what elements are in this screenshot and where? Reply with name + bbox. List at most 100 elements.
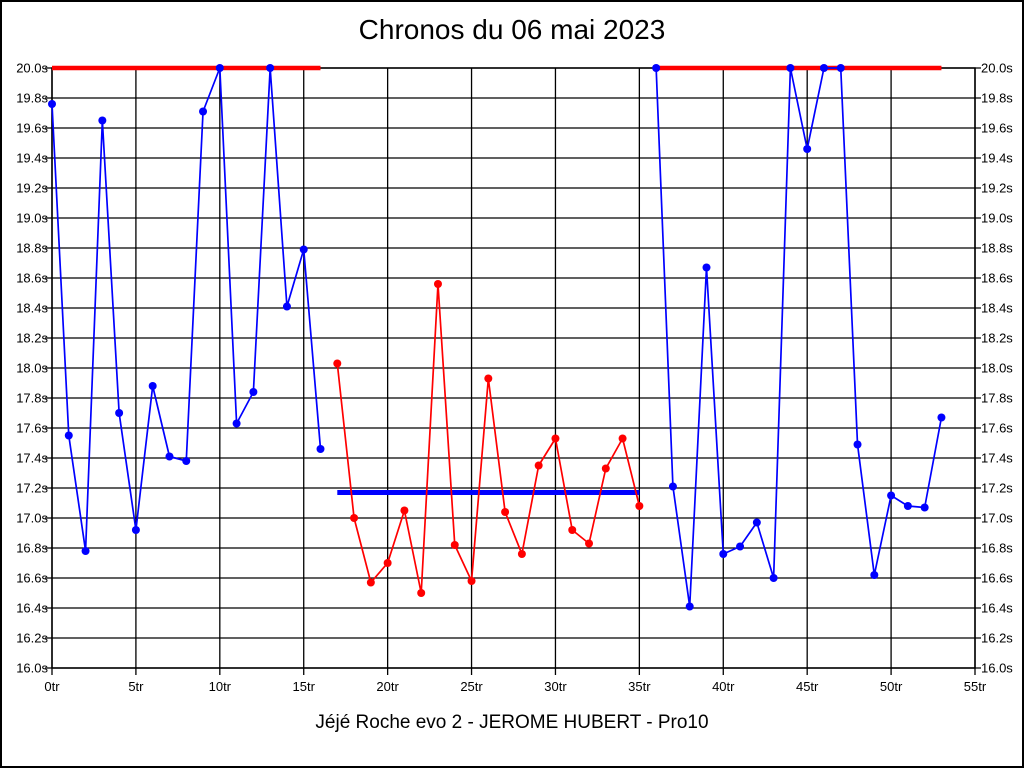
x-axis-label: 30tr bbox=[544, 679, 567, 694]
red-stint-point bbox=[635, 502, 644, 510]
y-axis-label-right: 17.6s bbox=[981, 421, 1013, 436]
y-axis-label-right: 18.0s bbox=[981, 361, 1013, 376]
blue-stint-1-point bbox=[64, 431, 73, 440]
y-axis-label-right: 18.6s bbox=[981, 271, 1013, 286]
y-axis-label-left: 18.0s bbox=[16, 361, 48, 376]
y-axis-label-right: 17.4s bbox=[981, 451, 1013, 466]
y-axis-label-right: 18.4s bbox=[981, 301, 1013, 316]
y-axis-label-right: 16.2s bbox=[981, 631, 1013, 646]
blue-stint-1-point bbox=[81, 547, 90, 555]
y-axis-label-left: 18.8s bbox=[16, 241, 48, 256]
blue-stint-2-point bbox=[652, 64, 661, 72]
red-stint-point bbox=[568, 526, 577, 534]
blue-stint-1-point bbox=[266, 64, 275, 72]
blue-stint-2-point bbox=[903, 502, 912, 510]
x-axis-label: 10tr bbox=[209, 679, 232, 694]
x-axis-label: 25tr bbox=[460, 679, 483, 694]
chart-title: Chronos du 06 mai 2023 bbox=[358, 14, 666, 45]
x-axis-label: 20tr bbox=[376, 679, 399, 694]
red-stint-point bbox=[501, 508, 510, 516]
red-stint-point bbox=[585, 539, 594, 548]
y-axis-label-left: 17.8s bbox=[16, 391, 48, 406]
blue-stint-2-line bbox=[655, 67, 943, 608]
y-axis-label-right: 17.2s bbox=[981, 481, 1013, 496]
blue-stint-2-point bbox=[668, 482, 677, 491]
blue-stint-1-point bbox=[48, 100, 56, 108]
chart-caption: Jéjé Roche evo 2 - JEROME HUBERT - Pro10 bbox=[315, 712, 709, 733]
blue-stint-2-point bbox=[836, 64, 845, 72]
y-axis-label-left: 17.2s bbox=[16, 481, 48, 496]
red-stint-point bbox=[333, 359, 342, 368]
y-axis-label-right: 19.8s bbox=[981, 91, 1013, 106]
y-axis-label-left: 16.4s bbox=[16, 601, 48, 616]
red-stint-point bbox=[400, 506, 409, 515]
blue-stint-1-point bbox=[249, 388, 258, 396]
y-axis-label-right: 18.2s bbox=[981, 331, 1013, 346]
red-stint-point bbox=[450, 541, 459, 549]
red-stint-point bbox=[433, 280, 442, 288]
x-axis-label: 0tr bbox=[44, 679, 60, 694]
y-axis-label-left: 16.2s bbox=[16, 631, 48, 646]
y-axis-label-left: 19.0s bbox=[16, 211, 48, 226]
red-stint-point bbox=[366, 578, 375, 587]
y-axis-label-left: 18.2s bbox=[16, 331, 48, 346]
x-axis-label: 55tr bbox=[964, 679, 987, 694]
y-axis-label-right: 20.0s bbox=[981, 61, 1013, 76]
y-axis-label-left: 18.4s bbox=[16, 301, 48, 316]
blue-stint-1-point bbox=[148, 382, 157, 390]
y-axis-label-left: 17.0s bbox=[16, 511, 48, 526]
y-axis-label-right: 16.4s bbox=[981, 601, 1013, 616]
x-axis-label: 15tr bbox=[293, 679, 316, 694]
y-axis-label-left: 19.6s bbox=[16, 121, 48, 136]
y-axis-label-right: 19.2s bbox=[981, 181, 1013, 196]
red-stint-point bbox=[417, 589, 426, 597]
y-axis-label-left: 18.6s bbox=[16, 271, 48, 286]
y-axis-label-left: 16.0s bbox=[16, 661, 48, 676]
y-axis-label-right: 16.0s bbox=[981, 661, 1013, 676]
x-axis-label: 50tr bbox=[880, 679, 903, 694]
blue-stint-2-point bbox=[937, 413, 946, 422]
red-stint-point bbox=[601, 464, 610, 473]
y-axis-label-left: 19.4s bbox=[16, 151, 48, 166]
x-axis-label: 35tr bbox=[628, 679, 651, 694]
x-axis-label: 5tr bbox=[128, 679, 144, 694]
blue-stint-2-point bbox=[685, 602, 694, 611]
y-axis-label-right: 17.8s bbox=[981, 391, 1013, 406]
blue-stint-2-point bbox=[819, 64, 828, 72]
blue-stint-2-point bbox=[702, 263, 711, 272]
y-axis-label-right: 19.6s bbox=[981, 121, 1013, 136]
blue-stint-1-point bbox=[165, 452, 174, 461]
y-axis-label-left: 17.4s bbox=[16, 451, 48, 466]
blue-stint-1-point bbox=[131, 526, 140, 534]
blue-stint-2-point bbox=[853, 440, 862, 449]
blue-stint-1-point bbox=[182, 457, 191, 465]
blue-stint-2-point bbox=[870, 571, 879, 579]
y-axis-label-left: 19.2s bbox=[16, 181, 48, 196]
blue-stint-2-point bbox=[736, 542, 745, 551]
y-axis-label-right: 17.0s bbox=[981, 511, 1013, 526]
blue-stint-1-point bbox=[98, 116, 107, 125]
blue-stint-1-point bbox=[232, 419, 241, 428]
red-stint-point bbox=[484, 374, 493, 383]
blue-stint-2-point bbox=[920, 503, 929, 512]
plot-border bbox=[51, 67, 976, 669]
red-stint-point bbox=[534, 461, 543, 470]
blue-stint-2-point bbox=[752, 518, 761, 527]
y-axis-label-right: 16.8s bbox=[981, 541, 1013, 556]
red-stint-point bbox=[350, 514, 359, 522]
red-stint-line bbox=[336, 283, 641, 594]
y-axis-label-left: 20.0s bbox=[16, 61, 48, 76]
blue-stint-1-point bbox=[199, 107, 208, 116]
x-axis-label: 40tr bbox=[712, 679, 735, 694]
red-stint-point bbox=[383, 559, 392, 567]
blue-stint-2-point bbox=[887, 491, 896, 500]
blue-stint-1-point bbox=[215, 64, 224, 72]
y-axis-label-left: 19.8s bbox=[16, 91, 48, 106]
blue-stint-2-point bbox=[719, 550, 728, 558]
blue-stint-1-point bbox=[316, 445, 325, 453]
y-axis-label-right: 19.4s bbox=[981, 151, 1013, 166]
red-stint-point bbox=[467, 577, 476, 585]
y-axis-label-right: 19.0s bbox=[981, 211, 1013, 226]
